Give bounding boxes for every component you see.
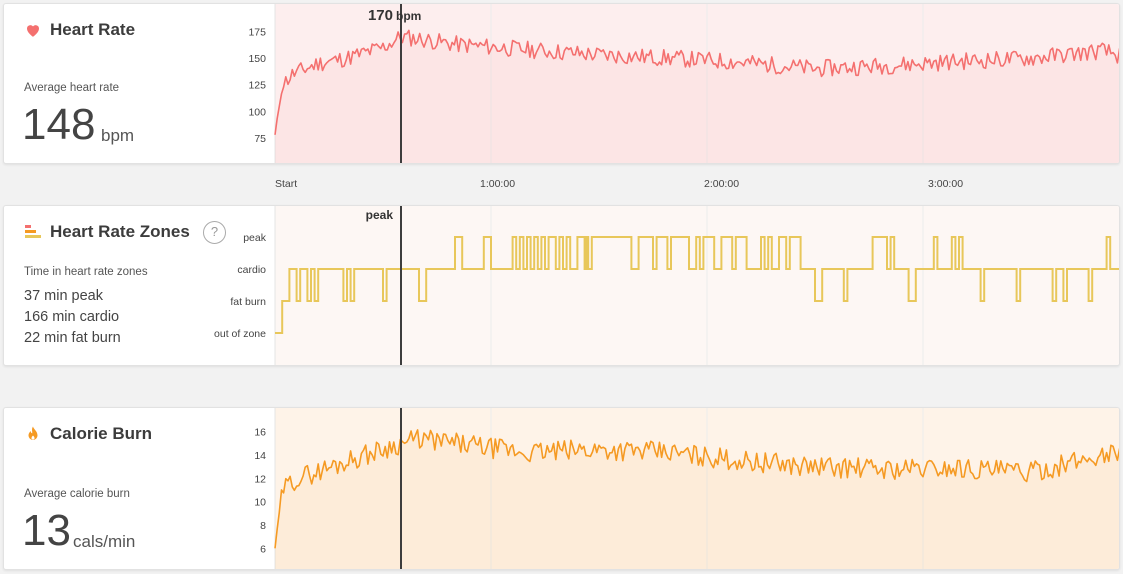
marker-value: 170 [368,7,393,24]
flame-icon [28,426,38,440]
x-axis-label-1h: 1:00:00 [480,178,516,190]
plot-background [275,206,1119,365]
y-tick-label: 100 [248,106,266,118]
y-tick-label: 12 [254,473,266,485]
zone-label: fat burn [230,296,266,308]
zones-title-text: Heart Rate Zones [50,222,190,241]
zones-summary-label: Time in heart rate zones [24,266,148,278]
zones-title: Heart Rate Zones [24,222,190,242]
y-tick-label: 175 [248,26,266,38]
series-line [274,29,1119,135]
heart-rate-summary: Heart Rate Average heart rate 148 bpm [4,4,275,163]
calorie-title: Calorie Burn [24,424,152,444]
avg-heart-rate-value: 148 [22,100,96,149]
avg-heart-rate-label: Average heart rate [24,82,120,94]
y-tick-label: 150 [248,53,266,65]
heart-rate-title: Heart Rate [24,20,135,40]
marker-unit: bpm [396,9,421,23]
zones-icon [25,225,41,238]
calorie-burn-card: Calorie Burn Average calorie burn 13 cal… [3,407,1120,570]
series-area [275,429,1119,569]
avg-calorie-unit: cals/min [73,532,136,551]
zone-label: out of zone [214,328,266,340]
x-axis-label-3h: 3:00:00 [928,178,964,190]
zones-lines: 37 min peak 166 min cardio 22 min fat bu… [24,286,121,349]
zone-line-fatburn: 22 min fat burn [24,330,121,346]
calorie-summary: Calorie Burn Average calorie burn 13 cal… [4,408,275,569]
zone-label: cardio [237,264,266,276]
avg-calorie-value: 13 [22,506,71,555]
help-icon[interactable]: ? [203,221,226,244]
zone-label: peak [243,232,267,244]
y-tick-label: 14 [254,450,266,462]
y-tick-label: 125 [248,80,266,92]
heart-rate-zones-card: Heart Rate Zones ? Time in heart rate zo… [3,205,1120,366]
y-tick-label: 75 [254,133,266,145]
plot-background [275,4,1119,163]
calorie-title-text: Calorie Burn [50,424,153,443]
heart-icon [27,25,39,37]
series-line [274,429,1119,549]
y-tick-label: 10 [254,497,266,509]
zones-summary: Heart Rate Zones ? Time in heart rate zo… [4,206,275,365]
y-tick-label: 8 [260,520,266,532]
zone-series-line [275,236,1119,334]
y-tick-label: 6 [260,543,266,555]
avg-calorie-label: Average calorie burn [24,488,130,500]
marker-label-peak: peak [366,208,394,222]
y-tick-label: 16 [254,427,266,439]
zone-line-peak: 37 min peak [24,288,103,304]
zone-line-cardio: 166 min cardio [24,309,120,325]
calorie-chart[interactable]: 6 8 10 12 14 16 [4,408,1120,570]
heart-rate-card: Heart Rate Average heart rate 148 bpm 75… [3,3,1120,164]
zones-chart[interactable]: out of zone fat burn cardio peak peak [4,206,1120,366]
heart-rate-title-text: Heart Rate [50,20,136,39]
x-axis-label-start: Start [275,178,298,190]
x-axis-label-2h: 2:00:00 [704,178,740,190]
avg-heart-rate-unit: bpm [101,126,135,145]
